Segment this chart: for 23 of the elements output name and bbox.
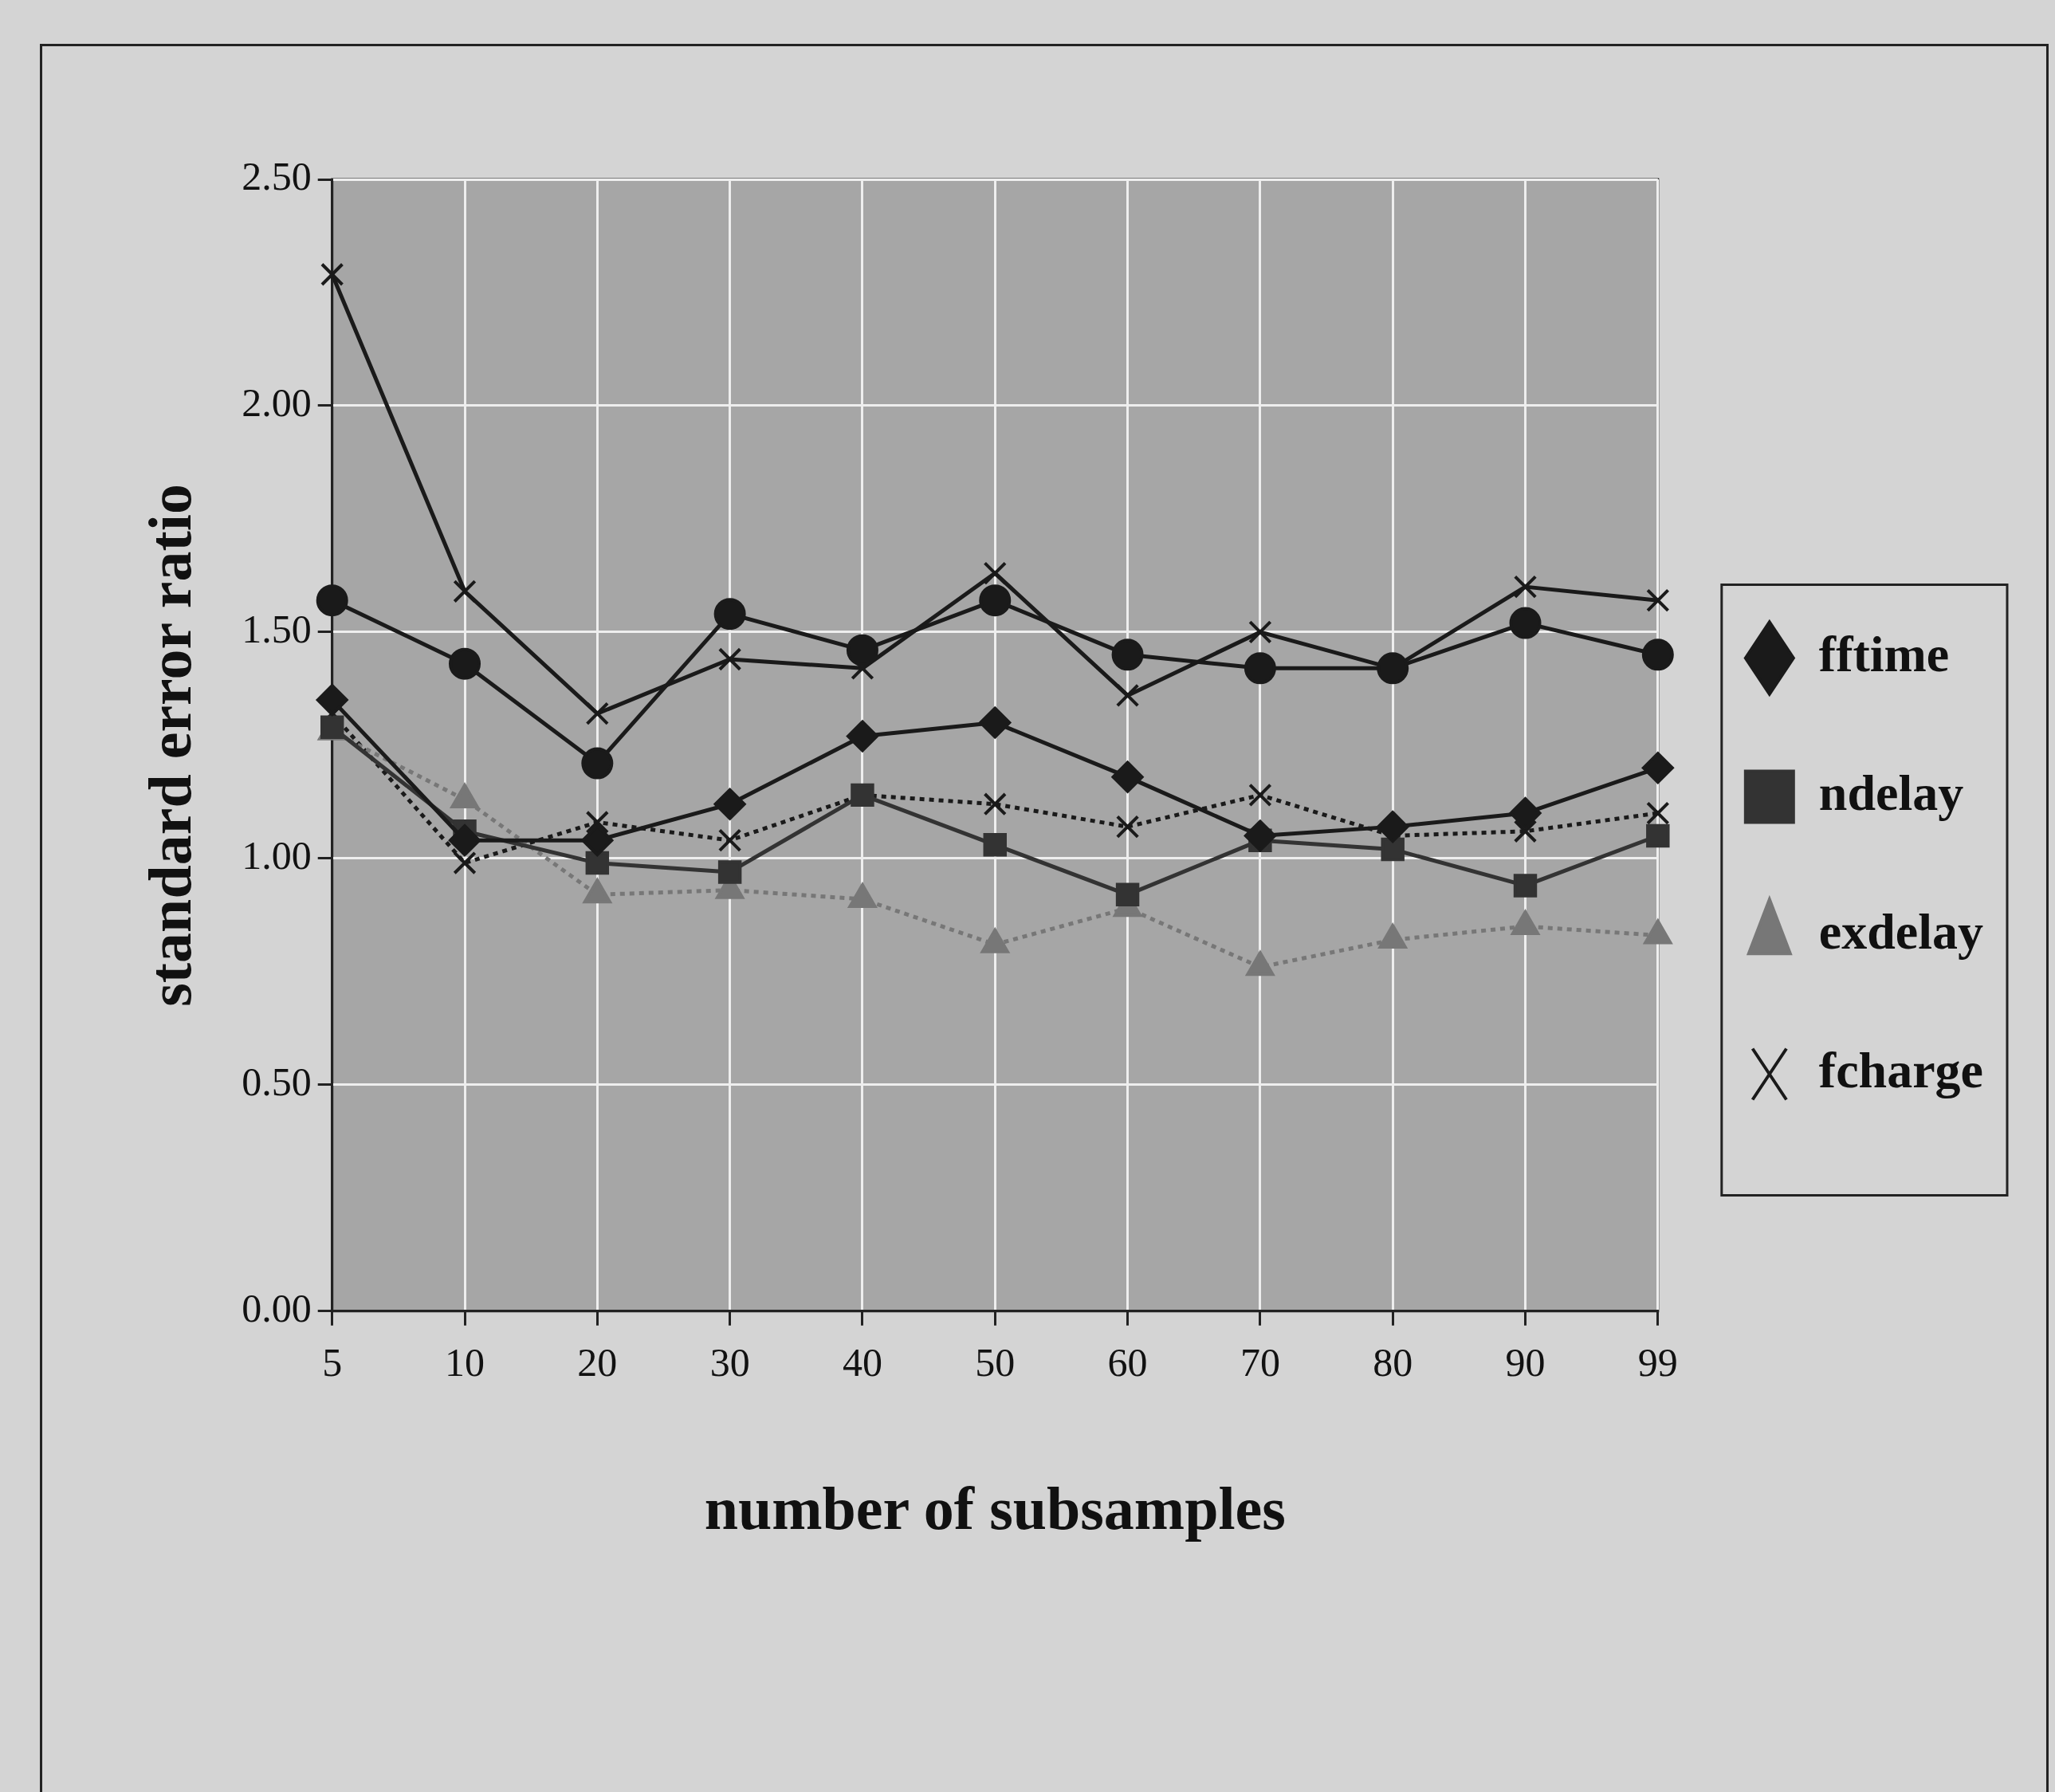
x-tick-label: 30: [709, 1339, 750, 1385]
x-tick-label: 90: [1505, 1339, 1546, 1385]
x-tick-label: 10: [445, 1339, 485, 1385]
x-tick-label: 40: [842, 1339, 882, 1385]
legend-label: fftime: [1818, 626, 1950, 683]
legend-label: exdelay: [1818, 903, 1983, 961]
y-tick-label: 2.50: [242, 154, 312, 199]
x-axis-title: number of subsamples: [704, 1475, 1286, 1542]
y-tick-label: 0.00: [242, 1285, 312, 1330]
x-tick-label: 50: [975, 1339, 1016, 1385]
x-tick-label: 60: [1107, 1339, 1148, 1385]
x-tick-label: 70: [1240, 1339, 1280, 1385]
y-axis-title: standard error ratio: [136, 484, 204, 1007]
y-tick-label: 2.00: [242, 380, 312, 426]
y-tick-label: 0.50: [242, 1059, 312, 1104]
x-tick-label: 5: [322, 1339, 343, 1385]
legend-label: fcharge: [1818, 1042, 1983, 1099]
x-tick-label: 20: [577, 1339, 618, 1385]
y-tick-label: 1.50: [242, 607, 312, 652]
x-tick-label: 99: [1637, 1339, 1678, 1385]
x-tick-label: 80: [1373, 1339, 1413, 1385]
legend-label: ndelay: [1818, 764, 1964, 822]
y-tick-label: 1.00: [242, 833, 312, 878]
